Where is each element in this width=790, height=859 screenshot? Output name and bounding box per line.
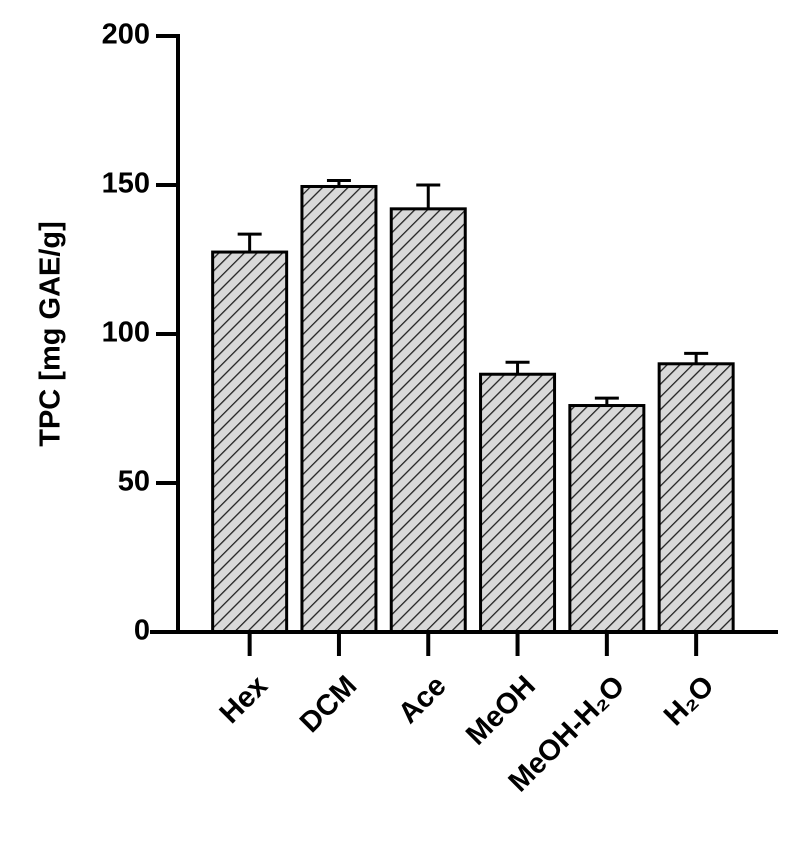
y-axis-label: TPC [mg GAE/g]	[35, 221, 67, 447]
x-tick-label: Hex	[214, 670, 274, 730]
y-tick-label: 200	[102, 19, 150, 51]
y-tick-label: 100	[102, 317, 150, 349]
bar	[300, 184, 378, 634]
x-tick-label: MeOH	[460, 670, 542, 752]
x-tick-label: DCM	[294, 670, 363, 739]
x-tick-label: H₂O	[658, 670, 721, 733]
y-tick-label: 150	[102, 168, 150, 200]
y-tick-label: 0	[134, 615, 150, 647]
bar	[479, 372, 557, 634]
y-tick-label: 50	[118, 466, 150, 498]
bar	[389, 207, 467, 634]
bar	[211, 250, 289, 634]
x-tick-label: Ace	[392, 670, 452, 730]
bar	[568, 404, 646, 634]
bar	[657, 362, 735, 634]
